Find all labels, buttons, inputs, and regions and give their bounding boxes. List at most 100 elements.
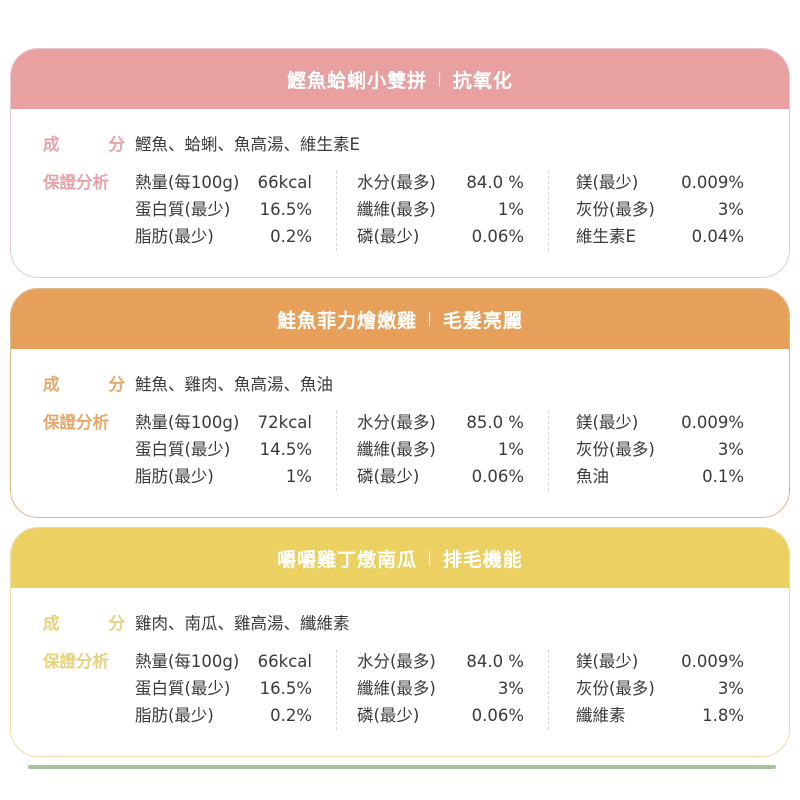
nutrient-value: 66kcal <box>257 173 312 192</box>
analysis-item: 水分(最多) 84.0 % <box>357 169 524 196</box>
nutrient-name: 鎂(最少) <box>576 652 639 671</box>
card-header: 鰹魚蛤蜊小雙拼 | 抗氧化 <box>11 49 789 109</box>
analysis-label: 保證分析 <box>43 652 109 671</box>
column-divider <box>548 171 549 251</box>
analysis-item: 纖維素 1.8% <box>576 702 744 729</box>
analysis-item: 熱量(每100g) 66kcal <box>135 648 312 675</box>
ingredients-label-char: 分 <box>108 614 126 633</box>
product-benefit: 抗氧化 <box>452 69 513 92</box>
analysis-column: 熱量(每100g) 66kcal 蛋白質(最少) 16.5% 脂肪(最少) 0.… <box>135 648 312 730</box>
nutrient-value: 3% <box>717 440 744 459</box>
nutrient-name: 脂肪(最少) <box>135 467 214 486</box>
analysis-item: 磷(最少) 0.06% <box>357 702 524 729</box>
product-benefit: 排毛機能 <box>442 548 523 571</box>
product-card: 鰹魚蛤蜊小雙拼 | 抗氧化 成 分 鰹魚、蛤蜊、魚高湯、維生素E 保證分析 熱量… <box>10 48 790 278</box>
nutrient-name: 纖維(最多) <box>357 200 436 219</box>
analysis-column: 水分(最多) 84.0 % 纖維(最多) 3% 磷(最少) 0.06% <box>357 648 524 730</box>
column-divider <box>336 171 337 251</box>
analysis-columns: 熱量(每100g) 72kcal 蛋白質(最少) 14.5% 脂肪(最少) 1%… <box>135 409 744 491</box>
nutrient-value: 0.2% <box>270 227 312 246</box>
analysis-column: 熱量(每100g) 72kcal 蛋白質(最少) 14.5% 脂肪(最少) 1% <box>135 409 312 491</box>
nutrient-name: 維生素E <box>576 227 636 246</box>
analysis-item: 蛋白質(最少) 16.5% <box>135 196 312 223</box>
analysis-column: 水分(最多) 84.0 % 纖維(最多) 1% 磷(最少) 0.06% <box>357 169 524 251</box>
product-title: 嚼嚼雞丁燉南瓜 <box>277 548 418 571</box>
product-title: 鰹魚蛤蜊小雙拼 <box>287 69 428 92</box>
analysis-item: 脂肪(最少) 0.2% <box>135 223 312 250</box>
product-title: 鮭魚菲力燴嫩雞 <box>277 309 418 332</box>
nutrient-name: 纖維(最多) <box>357 440 436 459</box>
nutrient-value: 85.0 % <box>466 413 524 432</box>
nutrient-name: 灰份(最多) <box>576 679 655 698</box>
analysis-item: 纖維(最多) 3% <box>357 675 524 702</box>
ingredients-text: 鰹魚、蛤蜊、魚高湯、維生素E <box>135 135 360 154</box>
nutrient-name: 蛋白質(最少) <box>135 679 231 698</box>
nutrient-value: 14.5% <box>259 440 312 459</box>
analysis-item: 熱量(每100g) 66kcal <box>135 169 312 196</box>
nutrient-value: 84.0 % <box>466 652 524 671</box>
nutrient-value: 3% <box>717 200 744 219</box>
nutrient-value: 16.5% <box>259 200 312 219</box>
column-divider <box>336 411 337 491</box>
ingredients-row: 成 分 雞肉、南瓜、雞高湯、纖維素 <box>43 610 350 634</box>
analysis-column: 熱量(每100g) 66kcal 蛋白質(最少) 16.5% 脂肪(最少) 0.… <box>135 169 312 251</box>
analysis-label: 保證分析 <box>43 173 109 192</box>
ingredients-label: 成 分 <box>43 371 135 395</box>
analysis-item: 魚油 0.1% <box>576 463 744 490</box>
nutrient-value: 72kcal <box>257 413 312 432</box>
analysis-column: 水分(最多) 85.0 % 纖維(最多) 1% 磷(最少) 0.06% <box>357 409 524 491</box>
analysis-item: 鎂(最少) 0.009% <box>576 648 744 675</box>
analysis-item: 纖維(最多) 1% <box>357 436 524 463</box>
nutrient-value: 1.8% <box>702 706 744 725</box>
guaranteed-analysis: 保證分析 熱量(每100g) 72kcal 蛋白質(最少) 14.5% 脂肪(最… <box>43 409 744 491</box>
column-divider <box>548 411 549 491</box>
nutrient-name: 水分(最多) <box>357 413 436 432</box>
nutrient-value: 0.009% <box>681 413 744 432</box>
ingredients-label-char: 成 <box>43 135 60 154</box>
nutrient-name: 纖維素 <box>576 706 626 725</box>
product-benefit: 毛髮亮麗 <box>442 309 523 332</box>
ingredients-text: 雞肉、南瓜、雞高湯、纖維素 <box>135 614 350 633</box>
nutrient-value: 3% <box>717 679 744 698</box>
nutrient-name: 水分(最多) <box>357 652 436 671</box>
nutrient-value: 0.2% <box>270 706 312 725</box>
title-separator: | <box>427 550 433 566</box>
guaranteed-analysis: 保證分析 熱量(每100g) 66kcal 蛋白質(最少) 16.5% 脂肪(最… <box>43 648 744 730</box>
nutrient-value: 66kcal <box>257 652 312 671</box>
nutrient-value: 1% <box>497 200 524 219</box>
nutrient-value: 1% <box>285 467 312 486</box>
nutrient-name: 鎂(最少) <box>576 413 639 432</box>
title-separator: | <box>437 71 443 87</box>
ingredients-label-char: 成 <box>43 614 60 633</box>
column-divider <box>336 650 337 730</box>
analysis-column: 鎂(最少) 0.009% 灰份(最多) 3% 纖維素 1.8% <box>576 648 744 730</box>
nutrient-name: 脂肪(最少) <box>135 706 214 725</box>
ingredients-label: 成 分 <box>43 610 135 634</box>
product-card: 嚼嚼雞丁燉南瓜 | 排毛機能 成 分 雞肉、南瓜、雞高湯、纖維素 保證分析 熱量… <box>10 527 790 757</box>
guaranteed-analysis: 保證分析 熱量(每100g) 66kcal 蛋白質(最少) 16.5% 脂肪(最… <box>43 169 744 251</box>
nutrient-value: 84.0 % <box>466 173 524 192</box>
nutrient-value: 0.06% <box>471 227 524 246</box>
nutrient-name: 熱量(每100g) <box>135 652 240 671</box>
analysis-item: 蛋白質(最少) 14.5% <box>135 436 312 463</box>
ingredients-text: 鮭魚、雞肉、魚高湯、魚油 <box>135 375 333 394</box>
analysis-item: 水分(最多) 84.0 % <box>357 648 524 675</box>
nutrient-name: 纖維(最多) <box>357 679 436 698</box>
nutrient-name: 熱量(每100g) <box>135 173 240 192</box>
analysis-item: 鎂(最少) 0.009% <box>576 169 744 196</box>
analysis-item: 脂肪(最少) 1% <box>135 463 312 490</box>
nutrient-name: 脂肪(最少) <box>135 227 214 246</box>
analysis-item: 磷(最少) 0.06% <box>357 223 524 250</box>
nutrient-name: 磷(最少) <box>357 706 420 725</box>
nutrient-value: 16.5% <box>259 679 312 698</box>
analysis-item: 鎂(最少) 0.009% <box>576 409 744 436</box>
card-body: 成 分 雞肉、南瓜、雞高湯、纖維素 保證分析 熱量(每100g) 66kcal … <box>11 588 789 756</box>
analysis-item: 脂肪(最少) 0.2% <box>135 702 312 729</box>
column-divider <box>548 650 549 730</box>
ingredients-label-char: 分 <box>108 135 126 154</box>
analysis-columns: 熱量(每100g) 66kcal 蛋白質(最少) 16.5% 脂肪(最少) 0.… <box>135 648 744 730</box>
nutrient-name: 磷(最少) <box>357 467 420 486</box>
nutrient-value: 0.04% <box>691 227 744 246</box>
analysis-column: 鎂(最少) 0.009% 灰份(最多) 3% 魚油 0.1% <box>576 409 744 491</box>
analysis-item: 磷(最少) 0.06% <box>357 463 524 490</box>
